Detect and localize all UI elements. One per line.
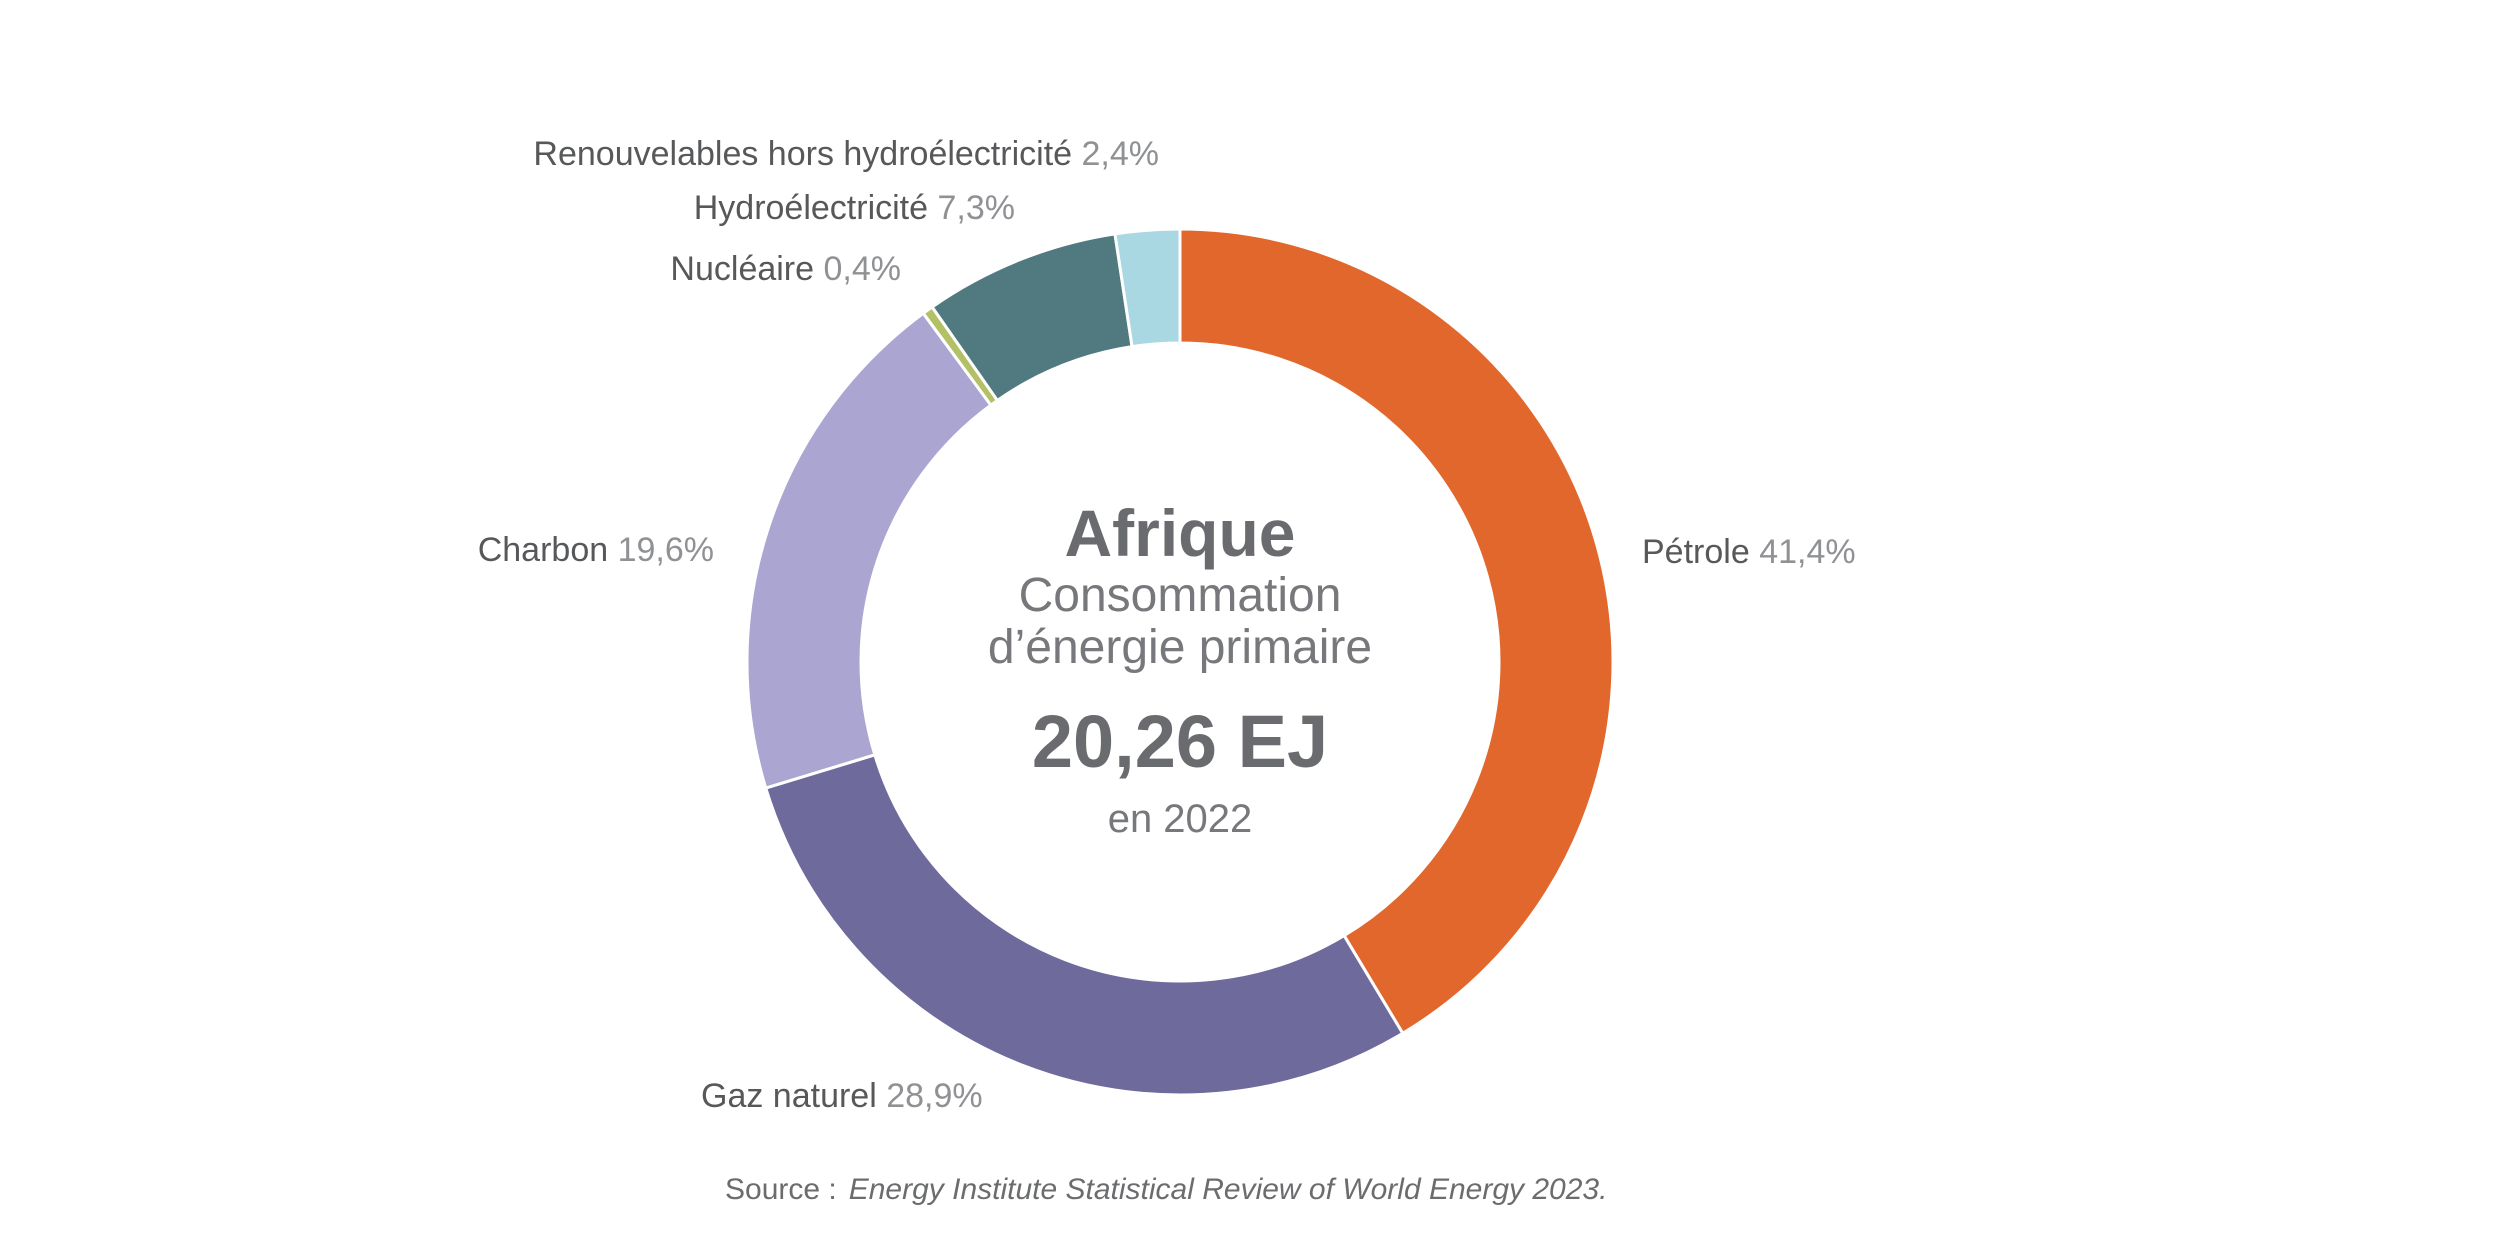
chart-title: Afrique <box>1064 496 1296 570</box>
donut-segment-gaz-naturel <box>763 752 1405 1097</box>
donut-segment-renouvelables-hors-hydroelectricite <box>1113 227 1182 349</box>
slice-label-nucleaire: Nucléaire 0,4% <box>670 249 901 289</box>
source-text: Energy Institute Statistical Review of W… <box>848 1173 1608 1206</box>
slice-label-name: Pétrole <box>1642 533 1750 571</box>
slice-label-name: Renouvelables hors hydroélectricité <box>533 135 1073 173</box>
donut-segment-charbon <box>745 311 993 790</box>
chart-subtitle-line2: d’énergie primaire <box>987 621 1373 674</box>
slice-label-name: Nucléaire <box>670 250 815 288</box>
chart-subtitle-line1: Consommation <box>1018 569 1342 622</box>
slice-label-petrole: Pétrole 41,4% <box>1642 532 1856 572</box>
slice-label-name: Charbon <box>477 531 609 569</box>
slice-label-value: 19,6% <box>617 531 714 569</box>
slice-label-charbon: Charbon 19,6% <box>478 530 714 570</box>
slice-label-gaz-naturel: Gaz naturel 28,9% <box>701 1076 983 1116</box>
slice-label-value: 41,4% <box>1759 533 1856 571</box>
slice-label-value: 0,4% <box>823 250 902 288</box>
slice-label-value: 2,4% <box>1081 135 1160 173</box>
chart-period: en 2022 <box>1107 797 1253 841</box>
slice-label-renouvelables: Renouvelables hors hydroélectricité 2,4% <box>533 134 1159 174</box>
source-prefix: Source : <box>725 1173 837 1206</box>
slice-label-value: 28,9% <box>886 1077 983 1115</box>
donut-segment-petrole <box>1178 227 1615 1036</box>
slice-label-name: Hydroélectricité <box>693 189 929 227</box>
slice-label-value: 7,3% <box>937 189 1016 227</box>
slice-label-name: Gaz naturel <box>701 1077 877 1115</box>
chart-total-value: 20,26 EJ <box>1031 700 1329 783</box>
source-note: Source : Energy Institute Statistical Rev… <box>725 1172 1607 1208</box>
slice-label-hydroelectricite: Hydroélectricité 7,3% <box>694 188 1015 228</box>
